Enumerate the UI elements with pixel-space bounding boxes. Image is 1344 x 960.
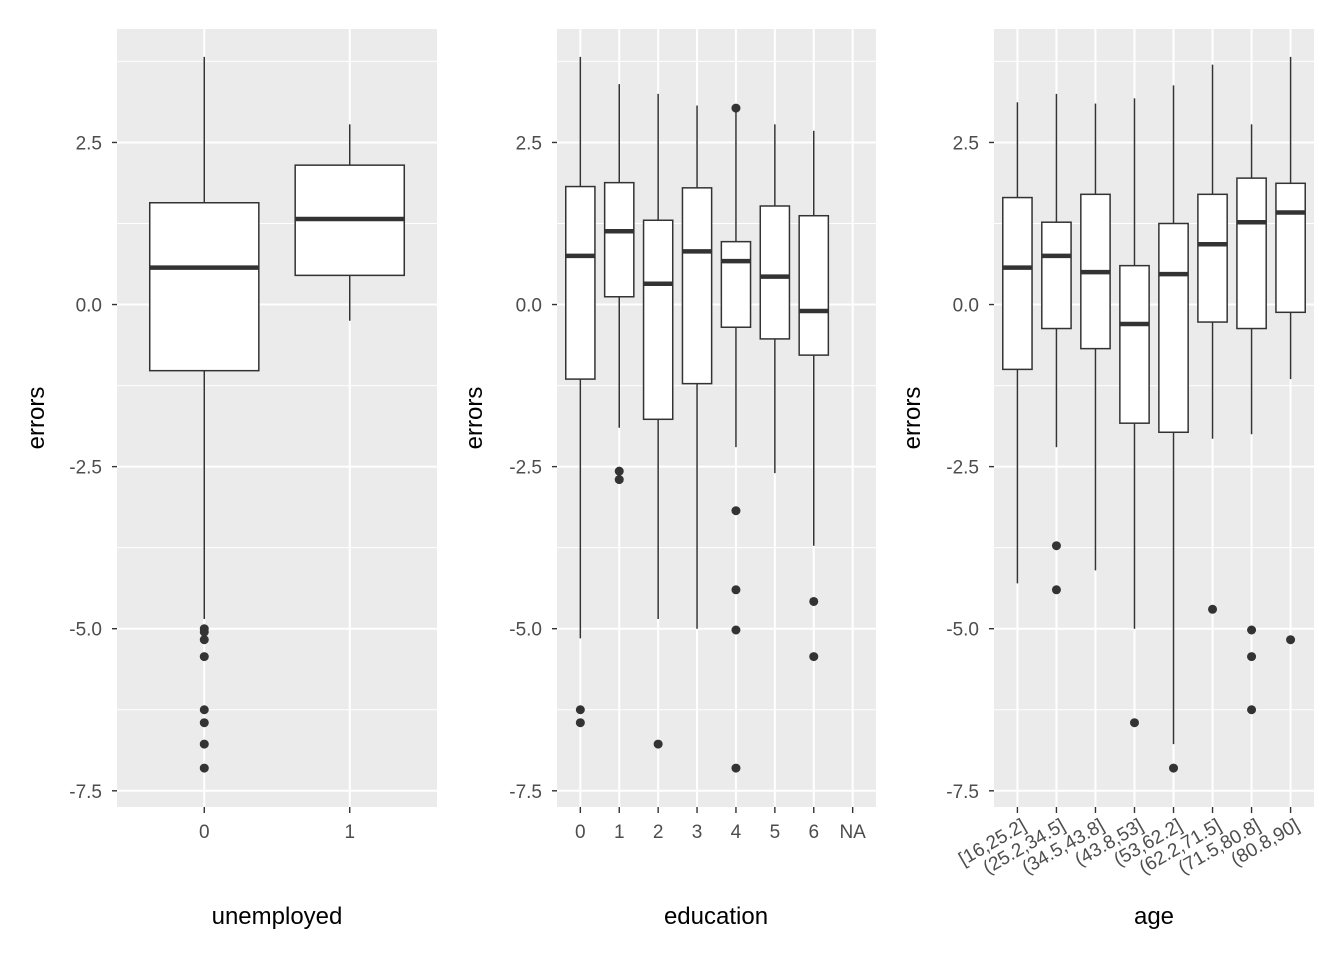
outlier-point [653, 739, 663, 749]
box-body [1197, 193, 1228, 323]
outlier-point [199, 652, 209, 662]
outlier-point [199, 705, 209, 715]
y-axis-title: errors [461, 387, 488, 450]
x-tick-label: 5 [770, 822, 781, 843]
box-0 [565, 56, 596, 728]
x-tick-label: 1 [344, 822, 355, 843]
panel-education: 2.5 0.0 -2.5 -5.0 -7.5 0 1 2 3 4 5 6 NA education erro… [461, 29, 876, 930]
outlier-point [199, 739, 209, 749]
outlier-point [731, 506, 741, 516]
panel-background [557, 29, 876, 807]
y-tick-label: 0.0 [516, 296, 542, 317]
box-(53,62.2] [1158, 85, 1189, 773]
panel-background [117, 29, 437, 807]
outlier-point [199, 718, 209, 728]
box-body [1041, 221, 1072, 330]
box-body [720, 240, 752, 328]
x-tick-label: 4 [731, 822, 742, 843]
outlier-point [809, 596, 819, 606]
box-body [1158, 222, 1189, 434]
outlier-point [199, 763, 209, 773]
outlier-point [614, 475, 624, 485]
box-body [1275, 182, 1306, 314]
y-tick-label: -5.0 [946, 620, 979, 641]
x-axis-title: age [1134, 903, 1174, 930]
outlier-point [199, 635, 209, 645]
outlier-point [731, 763, 741, 773]
box-body [603, 181, 635, 298]
y-tick-label: 0.0 [76, 296, 102, 317]
y-tick-label: -7.5 [69, 782, 102, 803]
box-body [1002, 196, 1033, 371]
panel-unemployed: 2.5 0.0 -2.5 -5.0 -7.5 0 1 unemployed errors [23, 29, 437, 930]
box-(71.5,80.8] [1236, 124, 1267, 715]
y-tick-label: -2.5 [509, 458, 542, 479]
y-tick-label: 0.0 [953, 296, 979, 317]
panel-age: 2.50.0-2.5-5.0-7.5[16,25.2](25.2,34.5](3… [899, 29, 1314, 930]
x-tick-label: 6 [808, 822, 819, 843]
y-tick-label: -7.5 [509, 782, 542, 803]
outlier-point [1129, 718, 1139, 728]
box-body [759, 205, 791, 340]
y-tick-label: -2.5 [946, 458, 979, 479]
y-axis-title: errors [899, 387, 926, 450]
box-1 [603, 84, 635, 485]
box-body [681, 187, 713, 385]
box-body [1236, 177, 1267, 330]
panel-background [994, 29, 1314, 807]
box-body [565, 185, 596, 380]
box-(62.2,71.5] [1197, 64, 1228, 614]
box-1 [294, 124, 406, 321]
outlier-point [1051, 585, 1061, 595]
box-(25.2,34.5] [1041, 93, 1072, 595]
outlier-point [1208, 604, 1218, 614]
outlier-point [1247, 705, 1257, 715]
x-tick-label: 2 [653, 822, 664, 843]
box-3 [681, 105, 713, 629]
box-body [148, 202, 260, 372]
box-body [642, 219, 674, 421]
outlier-point [199, 627, 209, 637]
y-axis-title: errors [23, 387, 50, 450]
y-tick-label: -5.0 [69, 620, 102, 641]
box-5 [759, 124, 791, 474]
box-[16,25.2] [1002, 102, 1033, 584]
y-tick-label: 2.5 [516, 133, 542, 154]
outlier-point [575, 705, 585, 715]
box-body [1119, 264, 1150, 424]
outlier-point [614, 466, 624, 476]
x-tick-label: NA [839, 822, 866, 843]
x-tick-label: 1 [614, 822, 625, 843]
y-tick-label: -7.5 [946, 782, 979, 803]
outlier-point [575, 718, 585, 728]
x-tick-label: 0 [199, 822, 210, 843]
outlier-point [1247, 652, 1257, 662]
y-tick-label: 2.5 [76, 133, 102, 154]
box-(80.8,90] [1275, 56, 1306, 645]
outlier-point [809, 652, 819, 662]
outlier-point [731, 625, 741, 635]
x-tick-label: 0 [575, 822, 586, 843]
y-tick-label: -2.5 [69, 458, 102, 479]
box-(34.5,43.8] [1080, 103, 1111, 571]
y-tick-label: -5.0 [509, 620, 542, 641]
x-axis-title: unemployed [212, 903, 343, 930]
box-6 [798, 130, 830, 662]
box-(43.8,53] [1119, 98, 1150, 728]
box-body [798, 214, 830, 356]
box-4 [720, 103, 752, 773]
x-axis-title: education [664, 903, 768, 930]
outlier-point [731, 585, 741, 595]
outlier-point [1286, 635, 1296, 645]
outlier-point [1169, 763, 1179, 773]
outlier-point [731, 103, 741, 113]
x-tick-label: 3 [692, 822, 703, 843]
box-0 [148, 56, 260, 773]
outlier-point [1051, 541, 1061, 551]
y-tick-label: 2.5 [953, 133, 979, 154]
outlier-point [1247, 625, 1257, 635]
box-2 [642, 93, 674, 749]
